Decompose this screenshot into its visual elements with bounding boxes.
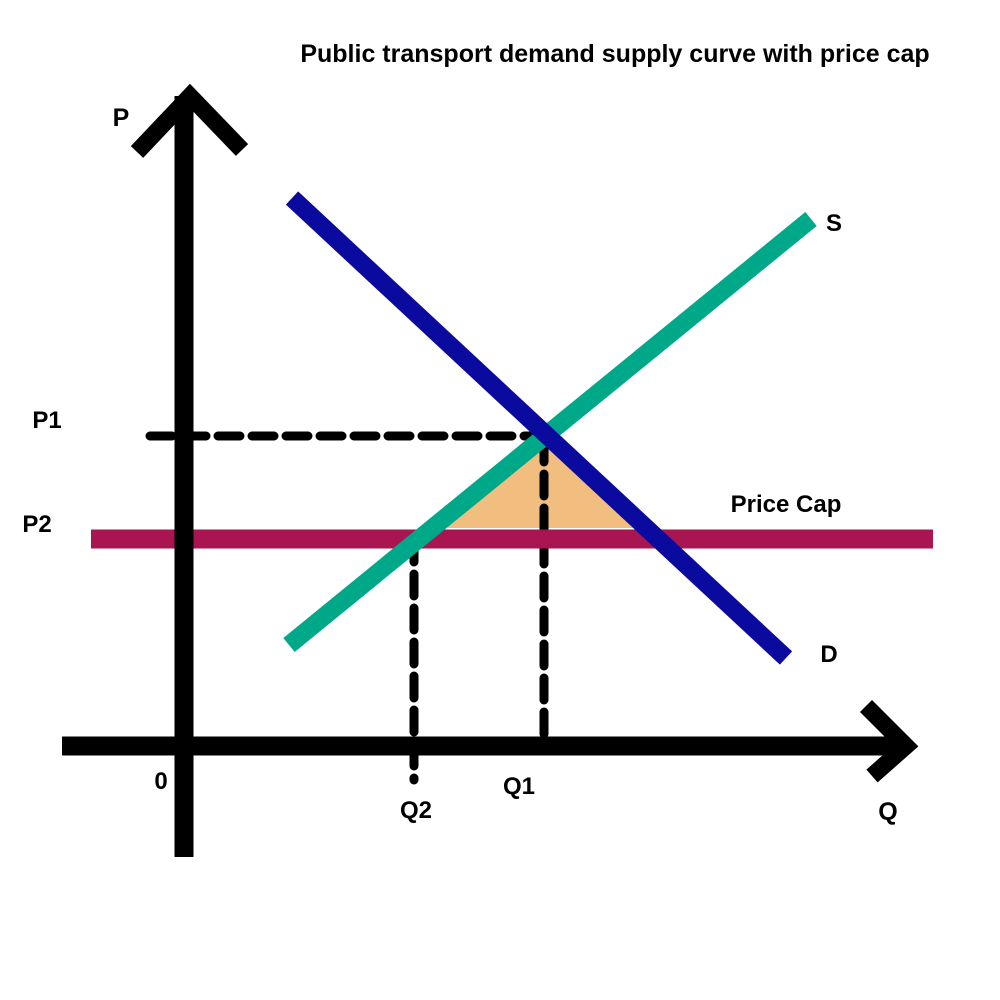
p1-label: P1 bbox=[32, 407, 61, 434]
x-axis-arrowhead bbox=[859, 699, 919, 783]
axes bbox=[62, 83, 919, 857]
supply-label: S bbox=[826, 210, 842, 237]
demand-label: D bbox=[820, 641, 837, 668]
x-axis-label: Q bbox=[878, 798, 897, 826]
demand-curve bbox=[285, 191, 793, 665]
q2-label: Q2 bbox=[400, 797, 432, 824]
q1-label: Q1 bbox=[503, 773, 535, 800]
y-axis-label: P bbox=[113, 104, 130, 132]
origin-label: 0 bbox=[154, 768, 167, 795]
price-cap-label: Price Cap bbox=[731, 491, 842, 518]
y-axis-arrowhead bbox=[130, 83, 249, 158]
p2-label: P2 bbox=[22, 511, 51, 538]
diagram-title: Public transport demand supply curve wit… bbox=[300, 40, 929, 68]
